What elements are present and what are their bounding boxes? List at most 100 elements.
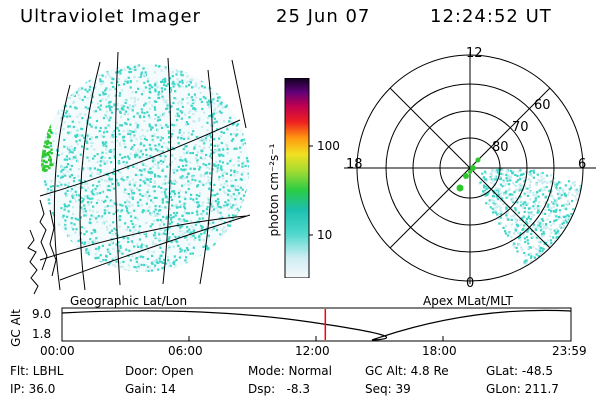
speckle-pixel bbox=[240, 266, 243, 269]
speckle-pixel bbox=[247, 261, 249, 264]
speckle-pixel bbox=[202, 239, 205, 242]
speckle-pixel bbox=[202, 183, 205, 187]
speckle-pixel bbox=[68, 146, 71, 150]
speckle-pixel bbox=[519, 195, 522, 198]
speckle-pixel bbox=[229, 116, 232, 119]
speckle-pixel bbox=[179, 250, 182, 253]
altitude-curve bbox=[61, 309, 572, 341]
speckle-pixel bbox=[104, 142, 107, 145]
speckle-pixel bbox=[519, 188, 522, 191]
speckle-pixel bbox=[223, 182, 226, 185]
speckle-pixel bbox=[509, 169, 512, 172]
speckle-pixel bbox=[78, 97, 81, 100]
speckle-pixel bbox=[122, 160, 125, 164]
speckle-pixel bbox=[534, 199, 537, 202]
green-pixel bbox=[44, 145, 48, 149]
speckle-pixel bbox=[201, 217, 204, 220]
speckle-pixel bbox=[144, 86, 147, 89]
speckle-pixel bbox=[104, 89, 107, 92]
speckle-pixel bbox=[78, 121, 81, 124]
speckle-pixel bbox=[216, 96, 220, 99]
green-pixel bbox=[47, 114, 51, 117]
speckle-pixel bbox=[210, 92, 213, 95]
polar-ring-label: 80 bbox=[492, 140, 509, 155]
speckle-pixel bbox=[514, 229, 518, 232]
speckle-pixel bbox=[202, 79, 205, 83]
green-pixel bbox=[47, 141, 51, 144]
speckle-pixel bbox=[549, 211, 552, 215]
speckle-pixel bbox=[156, 136, 159, 139]
speckle-pixel bbox=[209, 136, 213, 139]
speckle-pixel bbox=[143, 263, 146, 267]
speckle-pixel bbox=[86, 90, 89, 93]
speckle-pixel bbox=[176, 112, 179, 115]
speckle-pixel bbox=[129, 70, 133, 74]
speckle-pixel bbox=[141, 153, 144, 156]
speckle-pixel bbox=[95, 270, 98, 272]
speckle-pixel bbox=[105, 161, 109, 164]
speckle-pixel bbox=[86, 182, 89, 185]
green-pixel bbox=[38, 93, 40, 95]
green-pixel bbox=[41, 156, 42, 159]
green-pixel bbox=[43, 152, 46, 155]
speckle-pixel bbox=[56, 148, 59, 152]
speckle-pixel bbox=[67, 182, 70, 185]
speckle-pixel bbox=[44, 222, 47, 225]
speckle-pixel bbox=[524, 184, 527, 188]
speckle-pixel bbox=[156, 85, 160, 88]
speckle-pixel bbox=[161, 191, 164, 194]
speckle-pixel bbox=[492, 201, 495, 205]
speckle-pixel bbox=[48, 97, 51, 100]
green-pixel bbox=[49, 158, 52, 161]
speckle-pixel bbox=[246, 240, 249, 243]
speckle-pixel bbox=[503, 193, 506, 196]
speckle-pixel bbox=[484, 191, 487, 194]
speckle-pixel bbox=[530, 212, 533, 215]
speckle-pixel bbox=[178, 229, 182, 232]
speckle-pixel bbox=[233, 103, 236, 106]
green-pixel bbox=[46, 97, 49, 101]
speckle-pixel bbox=[163, 83, 166, 87]
speckle-pixel bbox=[189, 152, 192, 155]
speckle-pixel bbox=[73, 149, 76, 152]
green-pixel bbox=[48, 114, 51, 117]
speckle-pixel bbox=[565, 208, 568, 211]
speckle-pixel bbox=[210, 143, 213, 146]
speckle-pixel bbox=[131, 196, 134, 199]
speckle-pixel bbox=[68, 115, 71, 118]
speckle-pixel bbox=[73, 176, 76, 180]
speckle-pixel bbox=[64, 89, 67, 92]
speckle-pixel bbox=[215, 120, 218, 123]
speckle-pixel bbox=[72, 156, 75, 159]
speckle-pixel bbox=[143, 135, 147, 138]
speckle-pixel bbox=[187, 93, 190, 96]
speckle-pixel bbox=[226, 145, 229, 148]
speckle-pixel bbox=[168, 226, 171, 229]
speckle-pixel bbox=[571, 199, 574, 203]
speckle-pixel bbox=[78, 199, 81, 202]
speckle-pixel bbox=[243, 85, 246, 88]
speckle-pixel bbox=[540, 219, 543, 222]
speckle-pixel bbox=[558, 215, 561, 218]
speckle-pixel bbox=[512, 214, 515, 217]
speckle-pixel bbox=[142, 163, 145, 166]
speckle-pixel bbox=[121, 175, 124, 179]
speckle-pixel bbox=[517, 231, 520, 234]
speckle-pixel bbox=[186, 238, 189, 241]
speckle-pixel bbox=[65, 88, 68, 91]
speckle-pixel bbox=[86, 134, 89, 137]
speckle-pixel bbox=[505, 177, 508, 180]
speckle-pixel bbox=[70, 188, 73, 191]
speckle-pixel bbox=[114, 232, 118, 235]
speckle-pixel bbox=[121, 252, 124, 255]
speckle-pixel bbox=[44, 180, 47, 183]
speckle-pixel bbox=[154, 124, 158, 127]
speckle-pixel bbox=[210, 84, 213, 87]
speckle-pixel bbox=[501, 168, 504, 172]
speckle-pixel bbox=[133, 96, 136, 99]
speckle-pixel bbox=[148, 194, 151, 197]
speckle-pixel bbox=[174, 235, 177, 238]
speckle-pixel bbox=[520, 223, 523, 226]
speckle-pixel bbox=[493, 200, 496, 203]
speckle-pixel bbox=[72, 93, 75, 96]
